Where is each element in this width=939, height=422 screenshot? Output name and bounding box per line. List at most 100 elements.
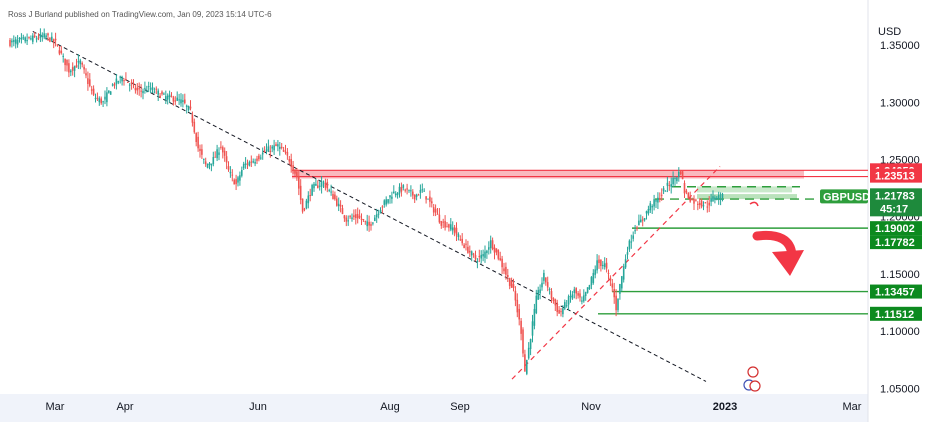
candle-body (195, 132, 197, 143)
candle-body (507, 275, 509, 278)
candle-body (138, 88, 140, 90)
candle-body (522, 329, 524, 354)
candle-body (398, 186, 401, 194)
candle-body (261, 152, 264, 155)
candle-body (77, 61, 80, 63)
candle-body (56, 44, 59, 46)
candle-body (355, 214, 357, 219)
candle-body (28, 36, 30, 38)
candle-body (651, 206, 653, 208)
candle-body (444, 221, 446, 228)
candle-body (225, 156, 228, 163)
candle-body (469, 250, 471, 253)
candle-body (362, 219, 365, 221)
candle-body (320, 182, 323, 187)
candle-body (305, 200, 308, 209)
candle-body (465, 243, 467, 245)
candle-body (598, 259, 600, 264)
candle-body (423, 190, 425, 192)
support-tag (870, 306, 922, 321)
candle-body (655, 200, 657, 202)
candle-body (653, 199, 655, 207)
candle-body (318, 185, 321, 187)
candle-body (166, 95, 169, 100)
candle-body (241, 169, 243, 176)
candle-body (66, 59, 68, 66)
candle-body (716, 197, 718, 200)
candle-body (18, 37, 21, 40)
candle-body (546, 282, 549, 288)
time-axis-band (0, 394, 868, 422)
candle-body (96, 97, 99, 99)
candle-body (58, 50, 61, 54)
candle-body (676, 177, 678, 182)
x-tick-label: Apr (116, 401, 133, 413)
candle-body (168, 94, 171, 98)
candle-body (429, 196, 431, 202)
candle-body (130, 82, 133, 84)
candle-body (345, 217, 348, 222)
candle-body (514, 290, 517, 301)
candle-body (581, 300, 583, 302)
candle-body (282, 149, 285, 152)
candle-body (695, 199, 697, 201)
candle-body (20, 37, 23, 40)
candle-body (70, 70, 72, 73)
candle-body (280, 146, 283, 149)
candle-body (119, 76, 121, 78)
candle-body (391, 196, 393, 199)
candle-body (583, 295, 585, 302)
candle-body (575, 287, 577, 294)
time-axis: Mar Apr Jun Aug Sep Nov 2023 Mar (46, 401, 862, 413)
candle-body (478, 255, 481, 257)
candle-body (13, 40, 15, 42)
candle-body (693, 198, 695, 204)
candle-body (159, 95, 161, 98)
price-axis: USD1.350001.300001.250001.200001.150001.… (878, 26, 920, 395)
candle-body (218, 152, 220, 155)
candle-body (436, 213, 439, 215)
candle-body (482, 254, 484, 257)
candle-body (617, 298, 619, 311)
candle-body (647, 208, 650, 214)
candle-body (659, 198, 661, 200)
candle-body (539, 289, 541, 294)
candle-body (98, 98, 101, 103)
candle-body (621, 276, 623, 289)
candle-body (719, 198, 722, 200)
rising-trendline (511, 165, 721, 380)
candle-body (33, 35, 36, 37)
candle-body (470, 251, 473, 256)
candle-body (204, 161, 207, 165)
candle-body (246, 163, 249, 165)
candle-body (541, 282, 543, 288)
candle-body (463, 244, 465, 248)
candle-body (147, 86, 150, 88)
candle-body (123, 80, 125, 82)
candle-body (643, 218, 646, 221)
candle-body (573, 289, 576, 293)
symbol-tag-label: GBPUSD (823, 191, 870, 203)
candle-body (330, 191, 332, 193)
candle-body (497, 249, 500, 259)
candle-body (512, 284, 515, 288)
candle-body (222, 147, 224, 153)
candle-body (239, 175, 241, 181)
candle-body (375, 214, 378, 218)
candle-body (288, 159, 291, 162)
candle-body (383, 200, 386, 205)
candle-body (579, 293, 581, 298)
y-tick-label: 1.05000 (880, 383, 920, 395)
candle-body (172, 97, 175, 102)
x-tick-label: Mar (46, 401, 65, 413)
candle-body (567, 296, 570, 305)
candle-body (476, 261, 479, 263)
candle-body (332, 193, 334, 200)
candle-body (85, 73, 87, 76)
candle-body (552, 298, 555, 302)
candle-body (413, 194, 416, 200)
candle-body (467, 246, 469, 253)
candle-body (488, 247, 490, 250)
candle-body (440, 221, 443, 226)
